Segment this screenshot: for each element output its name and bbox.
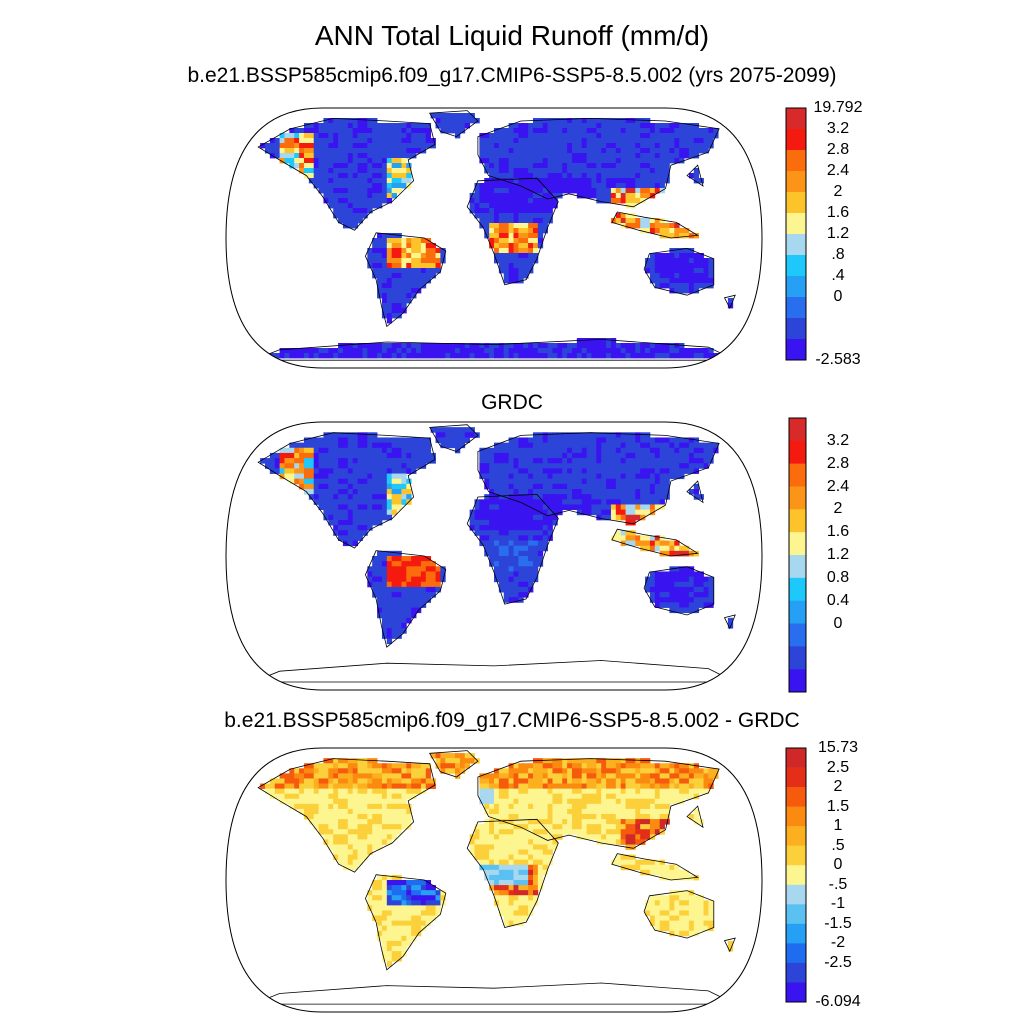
colorbar-label: 19.792	[813, 99, 863, 116]
colorbar-segment	[786, 748, 806, 768]
colorbar-label: 3.2	[826, 431, 850, 449]
colorbar-label: -2.583	[815, 351, 861, 368]
colorbar-label: -2.5	[824, 953, 852, 971]
colorbar-label: -1.5	[824, 914, 852, 932]
map-panel-model	[225, 107, 763, 369]
colorbar-label: 2.5	[826, 758, 850, 776]
colorbar-label: -2	[830, 934, 846, 952]
colorbar-segment	[786, 826, 806, 846]
colorbar-obs	[788, 417, 807, 693]
colorbar-segment	[786, 192, 806, 214]
colorbar-segment	[786, 297, 806, 319]
colorbar-segment	[789, 463, 806, 487]
colorbar-label: -6.094	[815, 993, 861, 1010]
colorbar-segment	[786, 213, 806, 235]
colorbar-segment	[786, 943, 806, 964]
colorbar-label: .8	[831, 246, 845, 263]
map-frame-diff	[225, 747, 763, 1013]
colorbar-segment	[786, 339, 806, 361]
colorbar-label: 2	[833, 183, 843, 200]
colorbar-segment	[786, 982, 806, 1003]
colorbar-segment	[789, 623, 806, 647]
map-cells-model	[260, 113, 734, 359]
colorbar-segment	[786, 276, 806, 298]
colorbar-label: 1.5	[826, 797, 850, 815]
colorbar-segment	[789, 646, 806, 670]
colorbar-segment	[786, 255, 806, 277]
colorbar-model	[785, 107, 807, 361]
colorbar-segment	[789, 440, 806, 464]
colorbar-label: -.5	[828, 875, 848, 893]
colorbar-label: 2	[833, 500, 843, 518]
coastlines-obs	[252, 424, 736, 683]
colorbar-label: 0	[833, 614, 843, 632]
colorbar-segment	[786, 845, 806, 866]
coastlines-diff	[252, 750, 736, 1005]
map-panel-diff	[225, 747, 763, 1013]
colorbar-segment	[786, 318, 806, 340]
colorbar-segment	[786, 923, 806, 944]
colorbar-label: .4	[831, 267, 845, 284]
map-frame-model	[225, 107, 763, 369]
colorbar-segment	[789, 532, 806, 556]
figure-title: ANN Total Liquid Runoff (mm/d)	[314, 20, 710, 51]
panel-title-obs: GRDC	[481, 391, 543, 414]
colorbar-segment	[786, 150, 806, 172]
colorbar-segment	[789, 418, 806, 442]
colorbar-label: .5	[831, 836, 845, 854]
colorbar-segment	[789, 486, 806, 510]
map-panel-obs	[225, 421, 763, 691]
colorbar-segment	[786, 129, 806, 151]
map-cells-diff	[260, 753, 734, 967]
map-cells-obs	[260, 427, 734, 645]
colorbar-label: 0	[833, 856, 843, 874]
colorbar-label: 2.8	[826, 454, 850, 472]
colorbar-segment	[786, 962, 806, 983]
map-frame-obs	[225, 421, 763, 691]
colorbar-segment	[789, 577, 806, 601]
panel-title-diff: b.e21.BSSP585cmip6.f09_g17.CMIP6-SSP5-8.…	[224, 709, 800, 732]
colorbar-label: 0	[833, 288, 843, 305]
colorbar-segment	[789, 669, 806, 693]
colorbar-segment	[786, 787, 806, 807]
colorbar-segment	[786, 108, 806, 130]
colorbar-label: 1.6	[826, 204, 850, 221]
coastlines-model	[252, 110, 736, 361]
colorbar-segment	[789, 600, 806, 624]
colorbar-label: 2.4	[826, 477, 850, 495]
colorbar-segment	[786, 767, 806, 788]
colorbar-label: 0.8	[826, 568, 850, 586]
colorbar-label: 2.4	[826, 162, 850, 179]
colorbar-label: 1	[833, 817, 843, 835]
colorbar-label: 1.6	[826, 523, 850, 541]
colorbar-segment	[786, 884, 806, 905]
colorbar-label: 0.4	[826, 591, 850, 609]
colorbar-label: 15.73	[817, 739, 859, 756]
colorbar-label: 1.2	[826, 225, 850, 242]
colorbar-segment	[786, 904, 806, 925]
colorbar-diff	[785, 747, 807, 1003]
colorbar-segment	[786, 865, 806, 886]
colorbar-label: -1	[830, 895, 846, 913]
colorbar-segment	[789, 555, 806, 579]
colorbar-segment	[786, 806, 806, 827]
colorbar-label: 2	[833, 778, 843, 796]
colorbar-label: 3.2	[826, 120, 850, 137]
panel-title-model: b.e21.BSSP585cmip6.f09_g17.CMIP6-SSP5-8.…	[187, 64, 837, 87]
colorbar-segment	[786, 171, 806, 193]
colorbar-label: 1.2	[826, 546, 850, 563]
colorbar-segment	[789, 509, 806, 533]
colorbar-label: 2.8	[826, 141, 850, 158]
colorbar-segment	[786, 234, 806, 256]
